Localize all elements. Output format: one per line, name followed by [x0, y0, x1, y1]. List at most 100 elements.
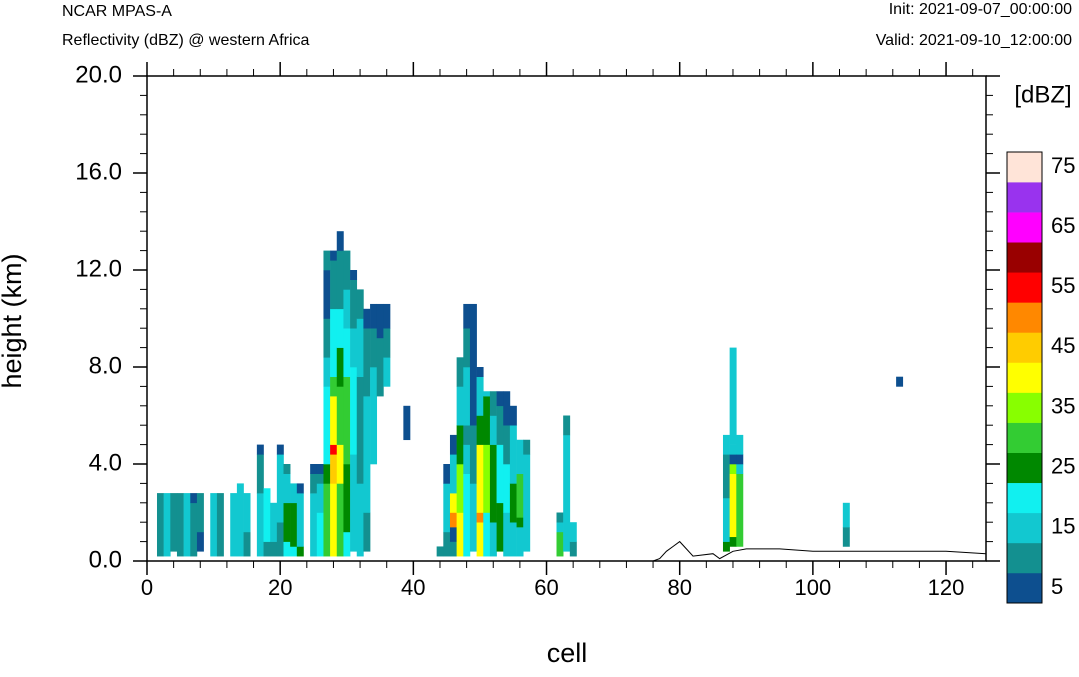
- reflectivity-cell: [569, 541, 577, 557]
- model-name: NCAR MPAS-A: [62, 3, 172, 20]
- reflectivity-cells: [156, 231, 904, 557]
- reflectivity-cell: [283, 541, 291, 557]
- reflectivity-cell: [310, 493, 318, 557]
- reflectivity-cell: [736, 454, 744, 465]
- reflectivity-cell: [376, 303, 384, 339]
- reflectivity-cell: [496, 502, 504, 552]
- reflectivity-cell: [356, 318, 364, 377]
- y-tick-label: 8.0: [89, 352, 122, 379]
- reflectivity-cell: [449, 434, 457, 455]
- reflectivity-cell: [156, 493, 164, 557]
- reflectivity-cell: [456, 464, 464, 513]
- reflectivity-cell: [436, 546, 444, 557]
- reflectivity-cell: [310, 464, 318, 474]
- terrain-line: [147, 540, 987, 562]
- reflectivity-cell: [476, 512, 484, 523]
- reflectivity-cell: [336, 347, 344, 387]
- reflectivity-cell: [736, 434, 744, 455]
- colorbar-swatch: [1007, 452, 1042, 484]
- colorbar-swatch: [1007, 512, 1042, 544]
- reflectivity-cell: [563, 531, 571, 552]
- reflectivity-cell: [496, 405, 504, 445]
- colorbar-swatch: [1007, 182, 1042, 213]
- reflectivity-cell: [350, 367, 358, 455]
- reflectivity-cell: [476, 376, 484, 416]
- reflectivity-cell: [729, 454, 737, 465]
- reflectivity-cell: [183, 493, 191, 557]
- reflectivity-cell: [330, 250, 338, 261]
- colorbar-swatch: [1007, 272, 1042, 303]
- reflectivity-cell: [323, 270, 331, 319]
- reflectivity-cell: [336, 231, 344, 251]
- reflectivity-cell: [243, 493, 251, 533]
- reflectivity-cell: [722, 497, 730, 542]
- reflectivity-cell: [296, 493, 304, 547]
- reflectivity-cell: [449, 493, 457, 513]
- reflectivity-cell: [276, 454, 284, 523]
- reflectivity-cell: [489, 444, 497, 523]
- reflectivity-cell: [263, 488, 271, 542]
- colorbar-tick-label: 35: [1051, 393, 1075, 418]
- reflectivity-cell: [330, 376, 338, 397]
- reflectivity-cell: [350, 279, 358, 329]
- reflectivity-cell: [323, 318, 331, 358]
- reflectivity-cell: [469, 425, 477, 484]
- reflectivity-cell: [563, 415, 571, 436]
- colorbar-swatch: [1007, 242, 1042, 273]
- colorbar-swatch: [1007, 422, 1042, 453]
- reflectivity-cell: [336, 308, 344, 348]
- reflectivity-cell: [323, 386, 331, 465]
- reflectivity-cell: [363, 512, 371, 552]
- reflectivity-cell: [489, 391, 497, 416]
- reflectivity-cell: [556, 512, 564, 523]
- reflectivity-cell: [489, 522, 497, 557]
- colorbar-swatch: [1007, 302, 1042, 333]
- reflectivity-cell: [316, 483, 324, 513]
- reflectivity-cell: [463, 367, 471, 426]
- x-tick-label: 80: [667, 575, 691, 600]
- reflectivity-cell: [363, 308, 371, 329]
- colorbar-tick-label: 15: [1051, 514, 1075, 539]
- reflectivity-cell: [330, 454, 338, 484]
- reflectivity-cell: [296, 546, 304, 557]
- reflectivity-cell: [290, 483, 298, 504]
- y-tick-label: 16.0: [75, 158, 122, 185]
- colorbar-swatch: [1007, 572, 1042, 604]
- reflectivity-cell: [729, 536, 737, 547]
- reflectivity-cell: [376, 337, 384, 397]
- reflectivity-cell: [243, 531, 251, 557]
- reflectivity-cell: [323, 250, 331, 271]
- reflectivity-cell: [469, 483, 477, 552]
- reflectivity-cell: [256, 444, 264, 455]
- colorbar-unit: [dBZ]: [1014, 81, 1071, 108]
- reflectivity-cell: [722, 454, 730, 499]
- colorbar-tick-label: 25: [1051, 454, 1075, 479]
- reflectivity-cell: [283, 473, 291, 504]
- y-tick-label: 4.0: [89, 449, 122, 476]
- reflectivity-cell: [196, 531, 204, 552]
- reflectivity-cell: [569, 522, 577, 542]
- reflectivity-cell: [330, 260, 338, 310]
- colorbar-tick-label: 75: [1051, 153, 1075, 178]
- reflectivity-cell: [449, 541, 457, 557]
- reflectivity-cell: [370, 303, 378, 329]
- reflectivity-cell: [330, 444, 338, 455]
- reflectivity-cell: [263, 541, 271, 557]
- reflectivity-cell: [343, 250, 351, 290]
- reflectivity-cell: [443, 531, 451, 557]
- colorbar-tick-label: 45: [1051, 333, 1075, 358]
- reflectivity-cell: [503, 512, 511, 557]
- reflectivity-cell: [356, 376, 364, 484]
- reflectivity-cell: [403, 405, 411, 441]
- reflectivity-cell: [563, 434, 571, 533]
- reflectivity-cell: [383, 357, 391, 387]
- reflectivity-cell: [509, 483, 517, 523]
- plot-frame: [146, 75, 987, 562]
- reflectivity-cell: [483, 396, 491, 445]
- reflectivity-cell: [316, 464, 324, 474]
- reflectivity-cell: [503, 391, 511, 426]
- reflectivity-cell: [449, 454, 457, 494]
- reflectivity-cell: [729, 464, 737, 474]
